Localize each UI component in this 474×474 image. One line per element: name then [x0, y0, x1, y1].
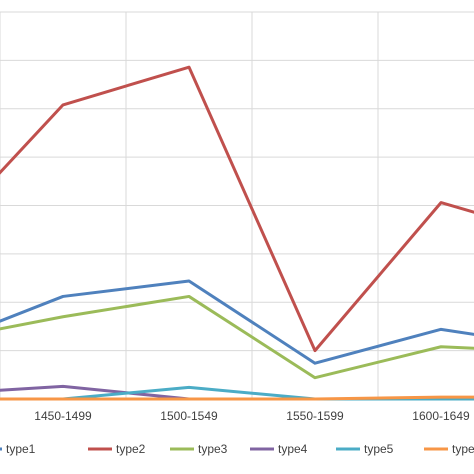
gridlines: [0, 11, 474, 400]
series-line-type1: [0, 279, 474, 365]
legend-label-type3: type3: [198, 442, 228, 456]
x-tick-label: 1600-1649: [412, 409, 470, 423]
legend-label-type1: type1: [6, 442, 36, 456]
legend-label-type4: type4: [278, 442, 308, 456]
series-lines: [0, 65, 474, 401]
legend: type1 type2 type3 type4 type5 type6: [0, 442, 474, 456]
series-line-type6: [0, 395, 474, 401]
series-line-type2: [0, 65, 474, 353]
legend-label-type6: type6: [452, 442, 474, 456]
x-axis-tick-labels: 1400-14491450-14991500-15491550-15991600…: [34, 409, 470, 423]
x-tick-label: 1450-1499: [34, 409, 92, 423]
series-line-type3: [0, 294, 474, 380]
x-tick-label: 1550-1599: [286, 409, 344, 423]
legend-label-type2: type2: [116, 442, 146, 456]
legend-label-type5: type5: [364, 442, 394, 456]
x-tick-label: 1500-1549: [160, 409, 218, 423]
